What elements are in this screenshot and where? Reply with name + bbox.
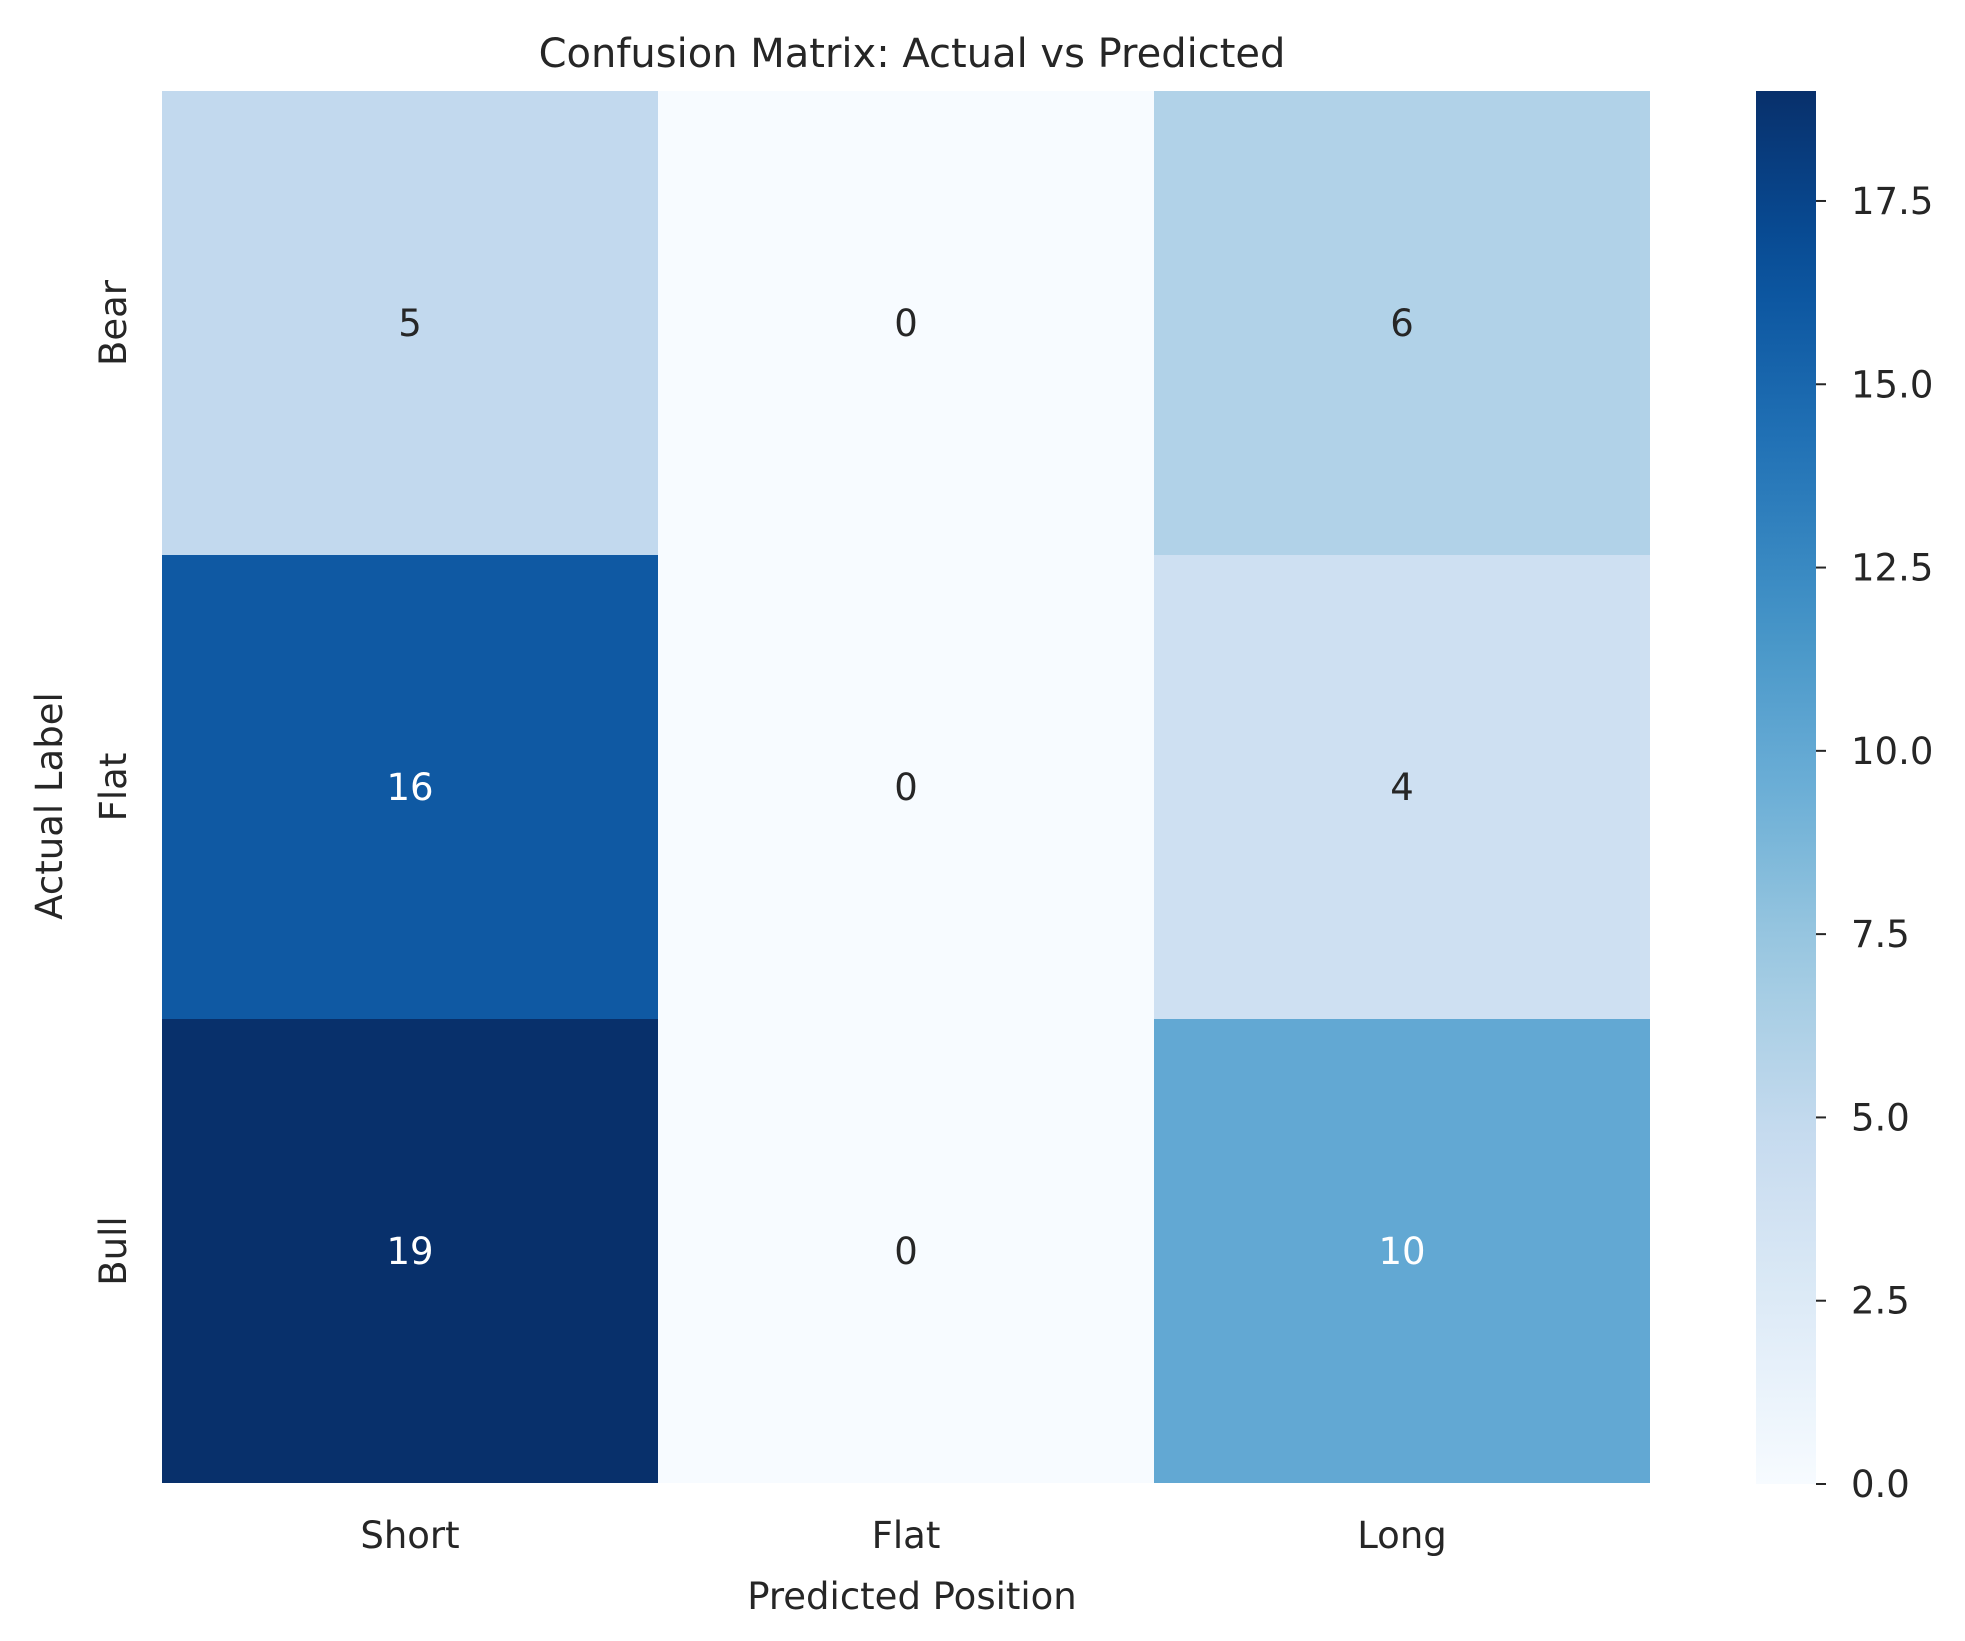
cell-value-label: 5	[398, 302, 422, 345]
chart-title: Confusion Matrix: Actual vs Predicted	[539, 31, 1286, 77]
colorbar-tick-label: 5.0	[1851, 1096, 1910, 1139]
cell-value-label: 0	[894, 1230, 918, 1273]
x-tick-label: Long	[1357, 1514, 1447, 1557]
heatmap-cell	[1154, 91, 1650, 555]
heatmap-cell	[162, 1019, 658, 1483]
y-axis-label: Actual Label	[28, 692, 71, 920]
heatmap-cell	[658, 555, 1154, 1019]
heatmap-cell	[1154, 1019, 1650, 1483]
x-axis-tick-labels: Short Flat Long	[360, 1514, 1446, 1557]
cell-value-label: 6	[1390, 302, 1414, 345]
colorbar-tick-label: 15.0	[1851, 363, 1933, 406]
y-tick-label: Bear	[92, 279, 135, 366]
x-tick-label: Flat	[872, 1514, 941, 1557]
x-tick-label: Short	[360, 1514, 459, 1557]
colorbar-tick-label: 12.5	[1851, 547, 1933, 590]
colorbar-tick-label: 10.0	[1851, 730, 1933, 773]
heatmap-cell	[658, 91, 1154, 555]
cell-value-label: 4	[1390, 766, 1414, 809]
y-tick-label: Bull	[92, 1216, 135, 1285]
cell-value-label: 10	[1378, 1230, 1425, 1273]
cell-value-labels: 5 0 6 16 0 4 19 0 10	[386, 302, 1425, 1273]
colorbar	[1756, 91, 1816, 1484]
heatmap-cells	[162, 91, 1650, 1483]
colorbar-tick-label: 2.5	[1851, 1280, 1910, 1323]
colorbar-tick-label: 0.0	[1851, 1463, 1910, 1506]
cell-value-label: 19	[386, 1230, 433, 1273]
y-tick-label: Flat	[92, 753, 135, 822]
colorbar-tick-labels: 0.0 2.5 5.0 7.5 10.0 12.5 15.0 17.5	[1816, 180, 1933, 1506]
y-axis-tick-labels: Bear Flat Bull	[92, 279, 135, 1286]
cell-value-label: 16	[386, 766, 433, 809]
colorbar-tick-label: 7.5	[1851, 913, 1910, 956]
heatmap-cell	[162, 91, 658, 555]
colorbar-tick-label: 17.5	[1851, 180, 1933, 223]
cell-value-label: 0	[894, 302, 918, 345]
heatmap-cell	[1154, 555, 1650, 1019]
x-axis-label: Predicted Position	[747, 1575, 1077, 1618]
cell-value-label: 0	[894, 766, 918, 809]
heatmap-cell	[658, 1019, 1154, 1483]
heatmap-cell	[162, 555, 658, 1019]
